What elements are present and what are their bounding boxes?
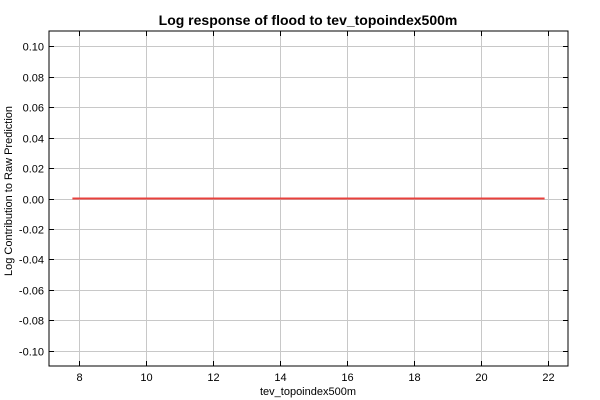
plot-frame: [48, 30, 569, 367]
y-tick-label: 0.02: [23, 164, 44, 176]
chart-title: Log response of flood to tev_topoindex50…: [159, 12, 458, 28]
x-tick-labels: 8 10 12 14 16 18 20 22: [76, 372, 554, 384]
y-tick-label: 0.00: [23, 195, 44, 207]
y-tick-label: 0.06: [23, 103, 44, 115]
x-tick-label: 12: [207, 372, 219, 384]
y-tick-label: -0.04: [19, 255, 44, 267]
x-axis-label: tev_topoindex500m: [260, 386, 356, 398]
y-tick-label: -0.02: [19, 225, 44, 237]
y-tick-label: 0.04: [23, 134, 44, 146]
y-tick-labels: 0.10 0.08 0.06 0.04 0.02 0.00 -0.02 -0.04 -0.06 -…: [19, 42, 44, 359]
x-tick-label: 8: [76, 372, 82, 384]
axis-ticks: [49, 31, 568, 366]
x-tick-label: 10: [140, 372, 152, 384]
y-axis-label: Log Contribution to Raw Prediction: [3, 106, 15, 276]
x-tick-label: 16: [341, 372, 353, 384]
x-tick-label: 22: [542, 372, 554, 384]
y-tick-label: 0.10: [23, 42, 44, 54]
y-tick-label: -0.10: [19, 347, 44, 359]
grid: [49, 31, 568, 366]
y-tick-label: -0.06: [19, 286, 44, 298]
y-tick-label: 0.08: [23, 73, 44, 85]
x-tick-label: 20: [475, 372, 487, 384]
x-tick-label: 14: [274, 372, 286, 384]
y-tick-label: -0.08: [19, 316, 44, 328]
x-tick-label: 18: [408, 372, 420, 384]
